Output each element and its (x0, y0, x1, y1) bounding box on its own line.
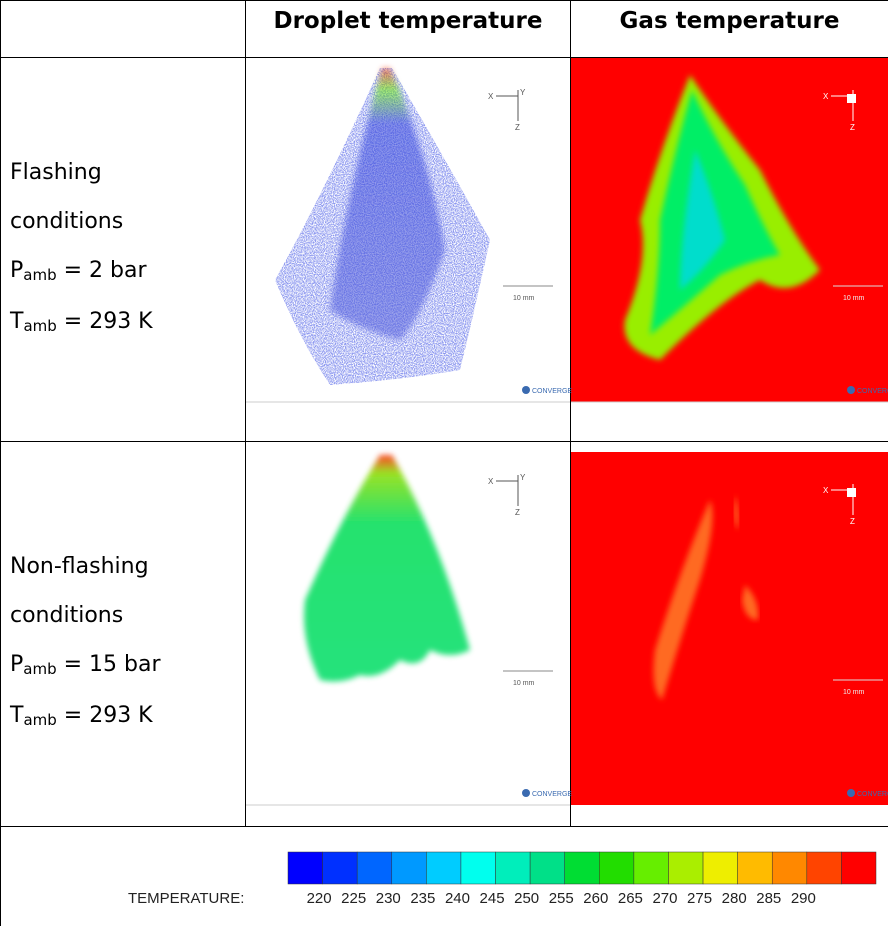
scale-label: 10 mm (513, 295, 535, 302)
colorbar-tick-label: 250 (514, 890, 540, 907)
colorbar-cell (426, 851, 462, 885)
gas-plume (680, 150, 725, 290)
colorbar-cell (841, 851, 877, 885)
label-line: conditions (10, 209, 124, 234)
subscript: amb (23, 660, 57, 678)
colorbar-tick-label: 260 (583, 890, 609, 907)
colorbar-cell (495, 851, 531, 885)
colorbar-cell (564, 851, 600, 885)
symbol: T (10, 703, 24, 728)
label-line: Pamb = 15 bar (10, 640, 161, 691)
axis-box (847, 94, 856, 103)
logo-icon (522, 789, 530, 797)
label-line: Tamb = 293 K (10, 691, 161, 742)
axis-label: Z (850, 123, 855, 132)
border (0, 0, 888, 1)
colorbar-tick-label: 240 (444, 890, 470, 907)
colorbar-tick-label: 280 (721, 890, 747, 907)
border (0, 826, 888, 827)
colorbar-cell (322, 851, 358, 885)
logo: CONVERGE (857, 791, 888, 798)
colorbar-tick-label: 290 (790, 890, 816, 907)
colorbar-cell (529, 851, 565, 885)
label-line: Non-flashing (10, 554, 149, 579)
column-header: Droplet temperature (273, 8, 543, 34)
colorbar-tick-label: 220 (306, 890, 332, 907)
border (570, 0, 571, 826)
spray-core (330, 68, 445, 340)
colorbar-cell (391, 851, 427, 885)
scale-label: 10 mm (843, 689, 865, 696)
colorbar-tick-label: 270 (652, 890, 678, 907)
colorbar-cell (771, 851, 808, 885)
border (245, 0, 246, 826)
value: = 293 K (56, 309, 153, 334)
colorbar-tick-label: 230 (375, 890, 401, 907)
colorbar-cell (287, 851, 323, 885)
logo: CONVERGE (532, 388, 572, 395)
row-label: Flashing conditions Pamb = 2 bar Tamb = 293… (10, 148, 153, 348)
gas-plume (742, 585, 759, 620)
column-header: Gas temperature (619, 8, 840, 34)
symbol: P (10, 258, 24, 283)
colorbar-cell (737, 851, 773, 885)
border (0, 441, 888, 442)
axis-label: Y (520, 473, 526, 482)
axis-label: Z (515, 123, 520, 132)
gas-plume (734, 495, 739, 530)
row-label: Non-flashing conditions Pamb = 15 bar Tamb … (10, 542, 161, 742)
gas-plume (653, 500, 713, 700)
border (0, 0, 1, 926)
subscript: amb (23, 266, 57, 284)
colorbar-tick-label: 285 (756, 890, 782, 907)
axis-box (847, 488, 856, 497)
value: = 15 bar (56, 652, 161, 677)
colorbar-cell (599, 851, 635, 885)
colorbar-cell (460, 851, 496, 885)
axis-label: X (488, 477, 494, 486)
colorbar-tick-label: 235 (410, 890, 436, 907)
border (0, 57, 888, 58)
logo-icon (847, 386, 855, 394)
logo-icon (847, 789, 855, 797)
colorbar-tick-label: 225 (341, 890, 367, 907)
axis-label: Y (520, 88, 526, 97)
colorbar-tick-label: 255 (548, 890, 574, 907)
colorbar-tick-label: 275 (687, 890, 713, 907)
colorbar-cell (806, 851, 842, 885)
axis-label: X (488, 92, 494, 101)
label-line: Flashing (10, 160, 102, 185)
axis-label: X (823, 486, 829, 495)
colorbar-tick-label: 245 (479, 890, 505, 907)
axis-label: X (823, 92, 829, 101)
label-line: conditions (10, 603, 124, 628)
axis-label: Z (515, 508, 520, 517)
spray (304, 455, 470, 682)
axis-label: Z (850, 517, 855, 526)
colorbar-title: TEMPERATURE: (128, 890, 245, 907)
colorbar-cell (668, 851, 704, 885)
colorbar-cell (356, 851, 393, 885)
value: = 293 K (56, 703, 153, 728)
colorbar-tick-label: 265 (617, 890, 643, 907)
logo: CONVERGE (532, 791, 572, 798)
colorbar-cell (633, 851, 669, 885)
symbol: P (10, 652, 24, 677)
scale-label: 10 mm (843, 295, 865, 302)
value: = 2 bar (56, 258, 147, 283)
subscript: amb (23, 317, 57, 335)
logo: CONVERGE (857, 388, 888, 395)
logo-icon (522, 386, 530, 394)
colorbar-cell (702, 851, 738, 885)
gas-image (571, 452, 888, 805)
symbol: T (10, 309, 24, 334)
label-line: Tamb = 293 K (10, 297, 153, 348)
subscript: amb (23, 711, 57, 729)
scale-label: 10 mm (513, 680, 535, 687)
label-line: Pamb = 2 bar (10, 246, 153, 297)
